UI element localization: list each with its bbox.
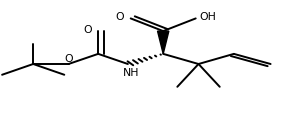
Text: O: O <box>64 54 73 64</box>
Text: O: O <box>83 25 92 35</box>
Text: OH: OH <box>199 12 216 22</box>
Text: O: O <box>116 12 124 22</box>
Text: NH: NH <box>122 68 139 78</box>
Polygon shape <box>158 31 169 54</box>
